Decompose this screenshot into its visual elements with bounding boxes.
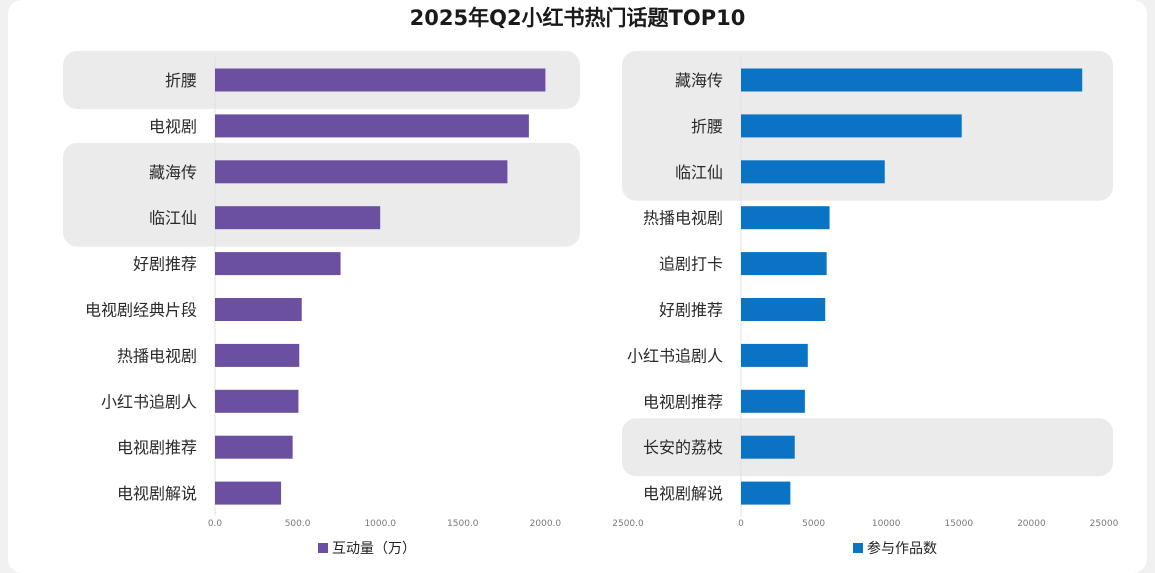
category-label: 电视剧解说: [117, 484, 197, 503]
category-label: 热播电视剧: [643, 209, 723, 228]
category-label: 热播电视剧: [117, 346, 197, 365]
highlight-band: [63, 142, 580, 247]
bar: [741, 435, 795, 459]
category-label: 折腰: [165, 71, 197, 90]
category-label: 好剧推荐: [659, 301, 723, 320]
legend-swatch: [853, 543, 863, 553]
legend-label: 参与作品数: [867, 540, 937, 557]
x-tick-label: 0.0: [208, 519, 223, 529]
bar: [741, 206, 830, 230]
legend-label: 互动量（万）: [332, 541, 416, 557]
x-tick-label: 1000.0: [364, 519, 396, 529]
bar: [741, 389, 805, 413]
category-label: 追剧打卡: [659, 255, 723, 274]
x-tick-label: 1500.0: [447, 519, 479, 529]
bar: [215, 298, 302, 321]
category-label: 电视剧推荐: [117, 438, 197, 457]
bar: [215, 481, 282, 505]
x-tick-label: 10000: [872, 519, 901, 529]
x-tick-label: 2500.0: [612, 519, 644, 529]
bar: [741, 252, 827, 276]
bar: [741, 343, 808, 367]
category-label: 电视剧解说: [643, 484, 723, 503]
category-label: 长安的荔枝: [643, 438, 723, 457]
category-label: 折腰: [691, 117, 723, 136]
chart-title: 2025年Q2小红书热门话题TOP10: [409, 6, 746, 30]
category-label: 小红书追剧人: [101, 392, 197, 411]
category-label: 电视剧经典片段: [85, 301, 197, 320]
bar: [215, 252, 341, 276]
bar: [741, 481, 791, 505]
bar: [215, 114, 529, 138]
bar: [215, 68, 546, 92]
bar: [215, 206, 381, 230]
bar: [215, 389, 299, 413]
bar: [215, 435, 293, 459]
bar: [741, 68, 1083, 92]
x-tick-label: 5000: [802, 519, 825, 529]
bar: [215, 343, 300, 367]
x-tick-label: 15000: [944, 519, 973, 529]
category-label: 藏海传: [675, 71, 723, 90]
chart-panel-2: 藏海传折腰临江仙热播电视剧追剧打卡好剧推荐小红书追剧人电视剧推荐长安的荔枝电视剧…: [622, 51, 1119, 557]
x-tick-label: 2000.0: [530, 519, 562, 529]
bar: [741, 160, 885, 184]
bar: [741, 298, 826, 321]
bar: [215, 160, 508, 184]
x-tick-label: 25000: [1090, 519, 1119, 529]
x-tick-label: 0: [738, 519, 744, 529]
category-label: 藏海传: [149, 163, 197, 182]
legend-swatch: [318, 543, 328, 553]
x-tick-label: 20000: [1017, 519, 1046, 529]
chart-panel-1: 折腰电视剧藏海传临江仙好剧推荐电视剧经典片段热播电视剧小红书追剧人电视剧推荐电视…: [63, 51, 644, 557]
category-label: 小红书追剧人: [627, 346, 723, 365]
highlight-band: [622, 418, 1113, 477]
category-label: 好剧推荐: [133, 255, 197, 274]
category-label: 电视剧推荐: [643, 392, 723, 411]
category-label: 电视剧: [149, 117, 197, 136]
x-tick-label: 500.0: [285, 519, 311, 529]
bar: [741, 114, 962, 138]
category-label: 临江仙: [149, 209, 197, 228]
category-label: 临江仙: [675, 163, 723, 182]
